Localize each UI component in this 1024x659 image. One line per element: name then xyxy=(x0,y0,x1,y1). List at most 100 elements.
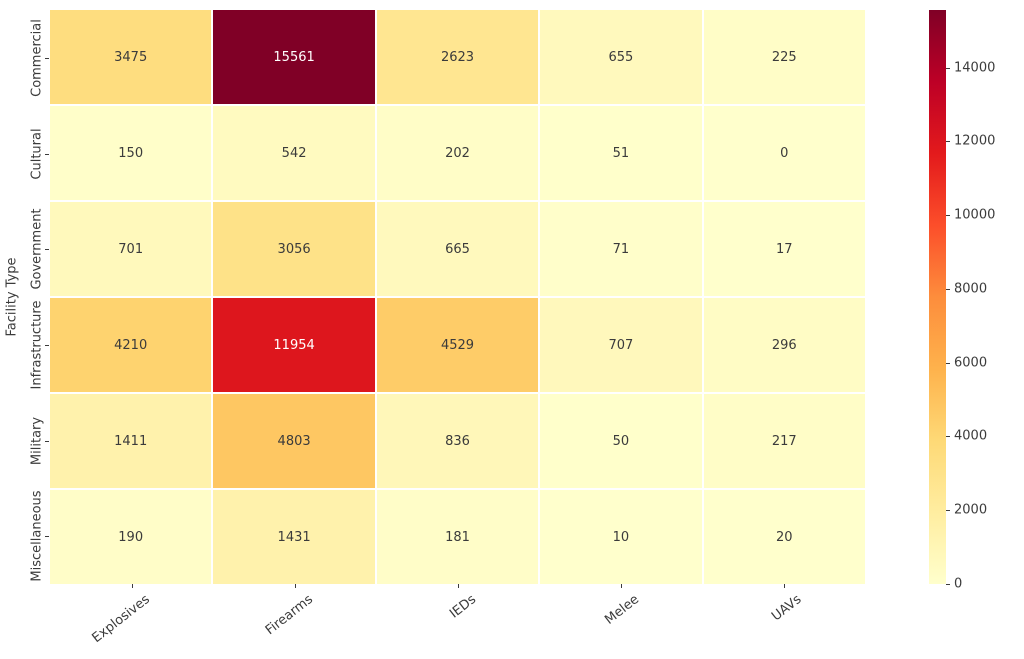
cell-value: 11954 xyxy=(273,337,315,353)
cell-value: 836 xyxy=(445,433,470,449)
heatmap-cell-miscellaneous-explosives: 190 xyxy=(50,490,212,584)
cell-value: 190 xyxy=(118,529,144,545)
colorbar-tick-mark xyxy=(946,141,950,143)
y-tick-label-miscellaneous: Miscellaneous xyxy=(29,490,45,582)
cell-value: 150 xyxy=(118,145,144,161)
cell-value: 707 xyxy=(608,337,634,353)
heatmap-cell-government-ieds: 665 xyxy=(376,202,539,296)
cell-value: 4803 xyxy=(277,433,311,449)
heatmap-cell-commercial-melee: 655 xyxy=(540,10,702,104)
cell-value: 71 xyxy=(612,241,630,257)
y-tick-mark xyxy=(45,153,49,155)
colorbar-tick-mark xyxy=(946,510,950,512)
colorbar-tick-mark xyxy=(946,362,950,364)
y-tick-label-government: Government xyxy=(29,208,45,290)
x-tick-label-explosives: Explosives xyxy=(89,592,153,647)
colorbar-tick-label-14000: 14000 xyxy=(954,60,996,76)
cell-value: 10 xyxy=(612,529,630,545)
x-tick-mark xyxy=(620,584,622,588)
heatmap-cell-commercial-explosives: 3475 xyxy=(50,10,212,104)
y-tick-mark xyxy=(45,57,49,59)
heatmap-cell-military-explosives: 1411 xyxy=(50,394,212,488)
colorbar-tick-mark xyxy=(946,215,950,217)
colorbar-tick-label-2000: 2000 xyxy=(954,502,988,518)
heatmap-cell-military-uavs: 217 xyxy=(703,394,865,488)
x-tick-label-firearms: Firearms xyxy=(262,592,316,639)
cell-value: 17 xyxy=(776,241,793,257)
colorbar-gradient xyxy=(929,10,946,584)
cell-value: 4210 xyxy=(114,337,148,353)
heatmap-cell-infrastructure-uavs: 296 xyxy=(703,298,865,392)
x-tick-mark xyxy=(457,584,459,588)
cell-value: 181 xyxy=(445,529,470,545)
heatmap-cell-commercial-firearms: 15561 xyxy=(213,10,375,104)
colorbar-tick-label-0: 0 xyxy=(954,576,963,592)
x-tick-label-ieds: IEDs xyxy=(446,592,479,622)
x-tick-mark xyxy=(131,584,133,588)
heatmap-cell-cultural-ieds: 202 xyxy=(376,106,539,200)
colorbar-tick-mark xyxy=(946,67,950,69)
y-tick-label-cultural: Cultural xyxy=(29,127,45,180)
colorbar-tick-mark xyxy=(946,584,950,585)
cell-value: 542 xyxy=(281,145,307,161)
heatmap-cell-miscellaneous-firearms: 1431 xyxy=(213,490,375,584)
cell-value: 655 xyxy=(608,49,634,65)
heatmap-cell-cultural-explosives: 150 xyxy=(50,106,212,200)
x-tick-label-uavs: UAVs xyxy=(769,592,805,625)
heatmap-cell-military-ieds: 836 xyxy=(376,394,539,488)
y-tick-label-infrastructure: Infrastructure xyxy=(29,300,45,390)
y-tick-mark xyxy=(45,440,49,442)
cell-value: 665 xyxy=(445,241,470,257)
colorbar-tick-label-12000: 12000 xyxy=(954,133,996,149)
x-tick-mark xyxy=(783,584,785,588)
y-tick-label-military: Military xyxy=(29,416,45,465)
colorbar-tick-label-10000: 10000 xyxy=(954,207,996,223)
heatmap-cell-infrastructure-melee: 707 xyxy=(540,298,702,392)
heatmap-cell-infrastructure-ieds: 4529 xyxy=(376,298,539,392)
cell-value: 20 xyxy=(776,529,793,545)
cell-value: 1431 xyxy=(277,529,311,545)
heatmap-cell-infrastructure-explosives: 4210 xyxy=(50,298,212,392)
heatmap-cell-government-uavs: 17 xyxy=(703,202,865,296)
colorbar-tick-mark xyxy=(946,288,950,290)
y-tick-label-commercial: Commercial xyxy=(29,18,45,97)
cell-value: 0 xyxy=(780,145,789,161)
colorbar-tick-label-6000: 6000 xyxy=(954,355,988,371)
heatmap-cell-government-melee: 71 xyxy=(540,202,702,296)
cell-value: 51 xyxy=(612,145,630,161)
cell-value: 4529 xyxy=(440,337,475,353)
cell-value: 2623 xyxy=(440,49,475,65)
cell-value: 15561 xyxy=(273,49,315,65)
cell-value: 296 xyxy=(771,337,797,353)
cell-value: 202 xyxy=(445,145,470,161)
y-tick-mark xyxy=(45,536,49,538)
heatmap-cell-military-firearms: 4803 xyxy=(213,394,375,488)
heatmap-cell-miscellaneous-ieds: 181 xyxy=(376,490,539,584)
cell-value: 3475 xyxy=(114,49,148,65)
y-axis-title: Facility Type xyxy=(4,257,20,337)
heatmap-grid: 3475 15561 2623 655 225 150 542 202 51 0 701 3056 66… xyxy=(50,10,865,584)
heatmap-cell-government-firearms: 3056 xyxy=(213,202,375,296)
cell-value: 217 xyxy=(771,433,797,449)
heatmap-cell-infrastructure-firearms: 11954 xyxy=(213,298,375,392)
heatmap-cell-commercial-ieds: 2623 xyxy=(376,10,539,104)
heatmap-cell-government-explosives: 701 xyxy=(50,202,212,296)
heatmap-cell-miscellaneous-melee: 10 xyxy=(540,490,702,584)
cell-value: 3056 xyxy=(277,241,311,257)
heatmap-cell-cultural-melee: 51 xyxy=(540,106,702,200)
colorbar-tick-label-4000: 4000 xyxy=(954,428,988,444)
colorbar-tick-mark xyxy=(946,436,950,438)
heatmap-cell-cultural-firearms: 542 xyxy=(213,106,375,200)
colorbar-tick-label-8000: 8000 xyxy=(954,281,988,297)
cell-value: 701 xyxy=(118,241,144,257)
y-tick-mark xyxy=(45,344,49,346)
heatmap-cell-miscellaneous-uavs: 20 xyxy=(703,490,865,584)
heatmap-cell-cultural-uavs: 0 xyxy=(703,106,865,200)
x-tick-label-melee: Melee xyxy=(601,592,642,628)
cell-value: 50 xyxy=(612,433,630,449)
cell-value: 1411 xyxy=(114,433,148,449)
heatmap-cell-commercial-uavs: 225 xyxy=(703,10,865,104)
x-tick-mark xyxy=(294,584,296,588)
heatmap-cell-military-melee: 50 xyxy=(540,394,702,488)
